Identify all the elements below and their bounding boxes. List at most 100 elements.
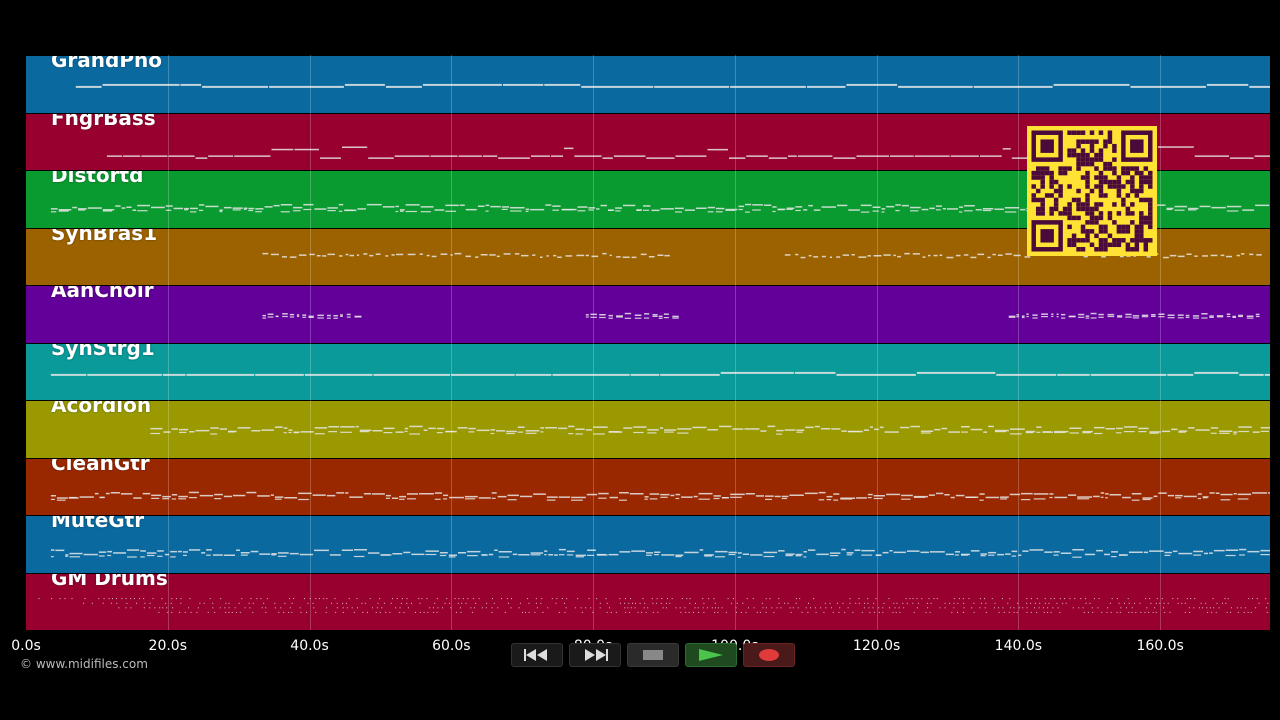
note bbox=[421, 597, 423, 599]
note bbox=[588, 597, 590, 599]
note bbox=[1038, 606, 1040, 608]
note bbox=[302, 316, 307, 318]
note bbox=[214, 493, 223, 495]
note bbox=[630, 373, 660, 376]
note bbox=[167, 611, 169, 613]
note bbox=[663, 313, 669, 315]
note bbox=[151, 497, 160, 499]
note bbox=[571, 496, 586, 498]
note bbox=[356, 253, 360, 256]
note bbox=[50, 549, 55, 551]
note bbox=[644, 495, 649, 498]
note bbox=[363, 252, 368, 255]
note bbox=[366, 203, 382, 206]
note bbox=[436, 597, 438, 599]
note bbox=[1238, 314, 1243, 317]
note bbox=[568, 425, 575, 428]
note bbox=[510, 606, 512, 608]
note bbox=[794, 371, 836, 374]
note bbox=[1209, 606, 1211, 608]
note bbox=[1149, 550, 1164, 552]
note bbox=[1105, 496, 1108, 498]
note bbox=[198, 204, 205, 206]
note bbox=[893, 254, 896, 256]
note bbox=[1246, 317, 1254, 319]
note bbox=[303, 208, 312, 211]
note bbox=[1050, 597, 1052, 599]
note bbox=[873, 254, 882, 256]
note bbox=[778, 550, 785, 552]
note bbox=[623, 427, 633, 429]
note bbox=[944, 493, 950, 495]
note bbox=[528, 602, 530, 604]
note bbox=[442, 606, 443, 608]
note bbox=[116, 602, 118, 604]
note bbox=[861, 554, 873, 556]
note bbox=[1000, 495, 1009, 498]
note bbox=[545, 204, 552, 206]
note bbox=[1215, 611, 1217, 613]
note bbox=[294, 148, 319, 150]
note bbox=[1131, 611, 1133, 613]
note bbox=[110, 602, 112, 604]
note bbox=[1093, 426, 1105, 429]
record-button[interactable] bbox=[743, 643, 795, 667]
note bbox=[571, 499, 583, 501]
note bbox=[55, 549, 65, 552]
note bbox=[707, 206, 715, 209]
note bbox=[725, 611, 727, 613]
note bbox=[522, 611, 524, 613]
note bbox=[1107, 313, 1115, 316]
note bbox=[912, 602, 914, 604]
note bbox=[1166, 208, 1173, 211]
note bbox=[368, 156, 394, 159]
note bbox=[781, 497, 787, 499]
track-label: SynBras1 bbox=[51, 227, 158, 245]
note bbox=[1237, 497, 1249, 500]
note bbox=[351, 606, 353, 608]
note bbox=[829, 256, 832, 258]
note bbox=[1090, 373, 1167, 376]
note bbox=[756, 611, 758, 613]
note bbox=[271, 553, 277, 555]
note bbox=[1002, 606, 1004, 608]
fast-forward-button[interactable] bbox=[569, 643, 621, 667]
note bbox=[1026, 602, 1028, 604]
note bbox=[1119, 255, 1124, 257]
note bbox=[717, 611, 719, 613]
note bbox=[892, 611, 894, 613]
note bbox=[765, 498, 772, 500]
note bbox=[1031, 597, 1032, 599]
note bbox=[800, 256, 806, 258]
note bbox=[333, 315, 338, 317]
note bbox=[719, 425, 732, 428]
note bbox=[591, 255, 599, 257]
note bbox=[886, 205, 895, 208]
note bbox=[1009, 493, 1021, 495]
note bbox=[252, 611, 254, 613]
stop-button[interactable] bbox=[627, 643, 679, 667]
note bbox=[363, 492, 371, 494]
note bbox=[394, 154, 430, 157]
note bbox=[188, 606, 190, 608]
note bbox=[401, 597, 403, 599]
note bbox=[677, 432, 689, 434]
note bbox=[698, 492, 713, 494]
note bbox=[115, 205, 121, 207]
time-tick-label: 120.0s bbox=[852, 638, 901, 654]
note bbox=[152, 597, 154, 599]
note bbox=[1218, 606, 1220, 608]
rewind-button[interactable] bbox=[511, 643, 563, 667]
note bbox=[994, 602, 996, 604]
note bbox=[1003, 611, 1005, 613]
note bbox=[980, 154, 1002, 157]
note bbox=[795, 209, 801, 212]
track-label: GM Drums bbox=[51, 572, 168, 590]
note bbox=[1143, 551, 1149, 554]
note bbox=[162, 497, 170, 499]
note bbox=[675, 554, 684, 556]
note bbox=[406, 597, 408, 599]
play-button[interactable] bbox=[685, 643, 737, 667]
note bbox=[340, 314, 343, 316]
note bbox=[219, 211, 223, 213]
